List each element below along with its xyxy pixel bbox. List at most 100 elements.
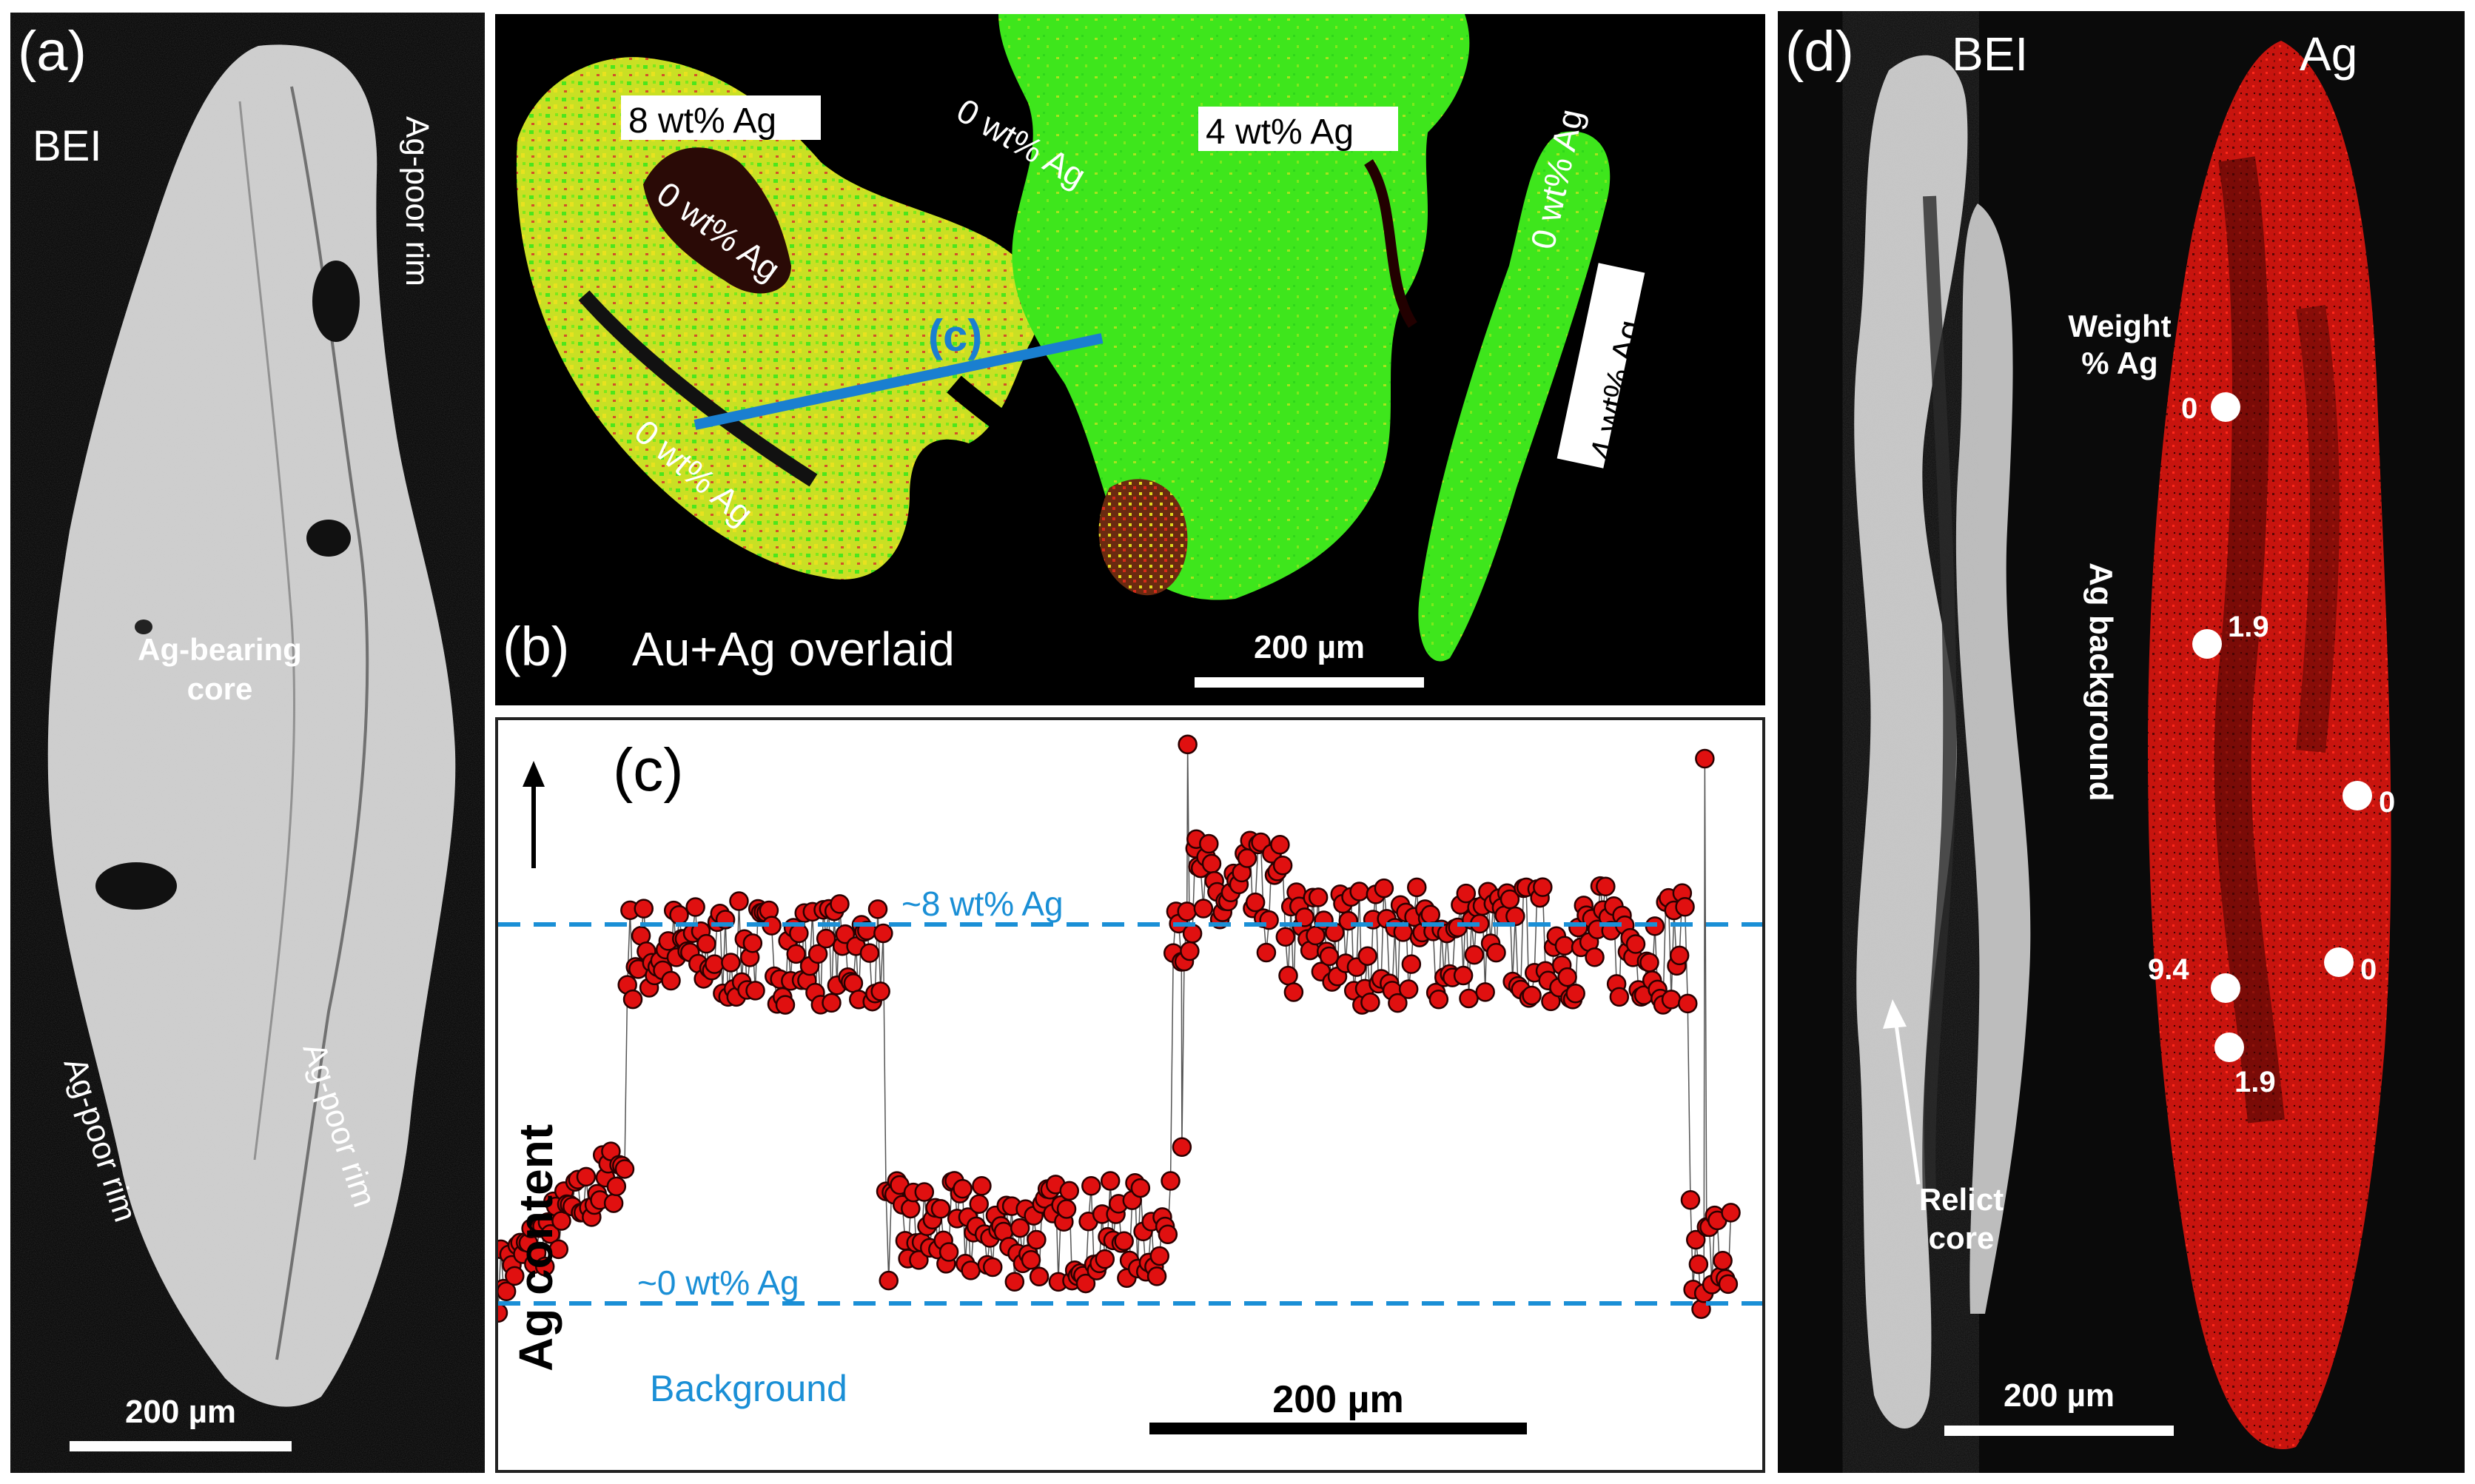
data-point	[1172, 1137, 1192, 1158]
data-point	[1256, 942, 1277, 963]
data-point	[786, 944, 806, 964]
data-point	[1201, 853, 1222, 874]
data-point	[685, 897, 705, 917]
reference-label-8wt: ~8 wt% Ag	[901, 884, 1064, 923]
data-point	[1245, 892, 1266, 913]
data-point	[729, 891, 749, 911]
data-point	[867, 899, 888, 919]
data-point	[1456, 883, 1477, 904]
data-point	[873, 923, 893, 944]
spot-s6: 1.9	[2214, 1033, 2276, 1098]
data-point	[830, 894, 850, 914]
grain-left-hole	[643, 147, 791, 294]
data-point	[1565, 983, 1585, 1004]
data-point	[634, 899, 654, 919]
data-point	[705, 954, 725, 974]
panel-b-letter: (b)	[503, 616, 569, 677]
data-point	[1294, 907, 1314, 927]
spot-s4: 9.4	[2148, 953, 2240, 1003]
data-point	[953, 1178, 973, 1199]
panel-a-bei-image: (a) BEI Ag-poor rim Ag-bearing core Ag-p…	[10, 13, 485, 1473]
data-point	[622, 989, 643, 1010]
label-rim-top: Ag-poor rim	[399, 116, 435, 286]
data-point	[1081, 1175, 1101, 1196]
data-point	[1021, 1249, 1041, 1270]
panel-b-caption: Au+Ag overlaid	[632, 622, 955, 676]
data-point	[1178, 734, 1198, 755]
data-point	[1625, 934, 1646, 954]
data-point	[1004, 1272, 1025, 1292]
label-8wt: 8 wt% Ag	[628, 101, 776, 141]
spot-value: 1.9	[2228, 611, 2269, 643]
data-point	[1661, 990, 1682, 1010]
data-point	[1557, 967, 1577, 987]
data-point	[540, 1223, 560, 1244]
data-point	[1278, 965, 1298, 986]
profile-line-label: (c)	[928, 311, 982, 360]
data-point	[961, 1260, 981, 1280]
label-4wt-top: 4 wt% Ag	[1206, 113, 1354, 152]
data-point	[1420, 904, 1440, 924]
spot-value: 1.9	[2234, 1066, 2276, 1098]
profile-line-c	[694, 333, 1104, 430]
panel-b-scale-label: 200 µm	[1254, 629, 1365, 665]
relict-label-line2: core	[1929, 1221, 1995, 1255]
spot-value: 0	[2360, 953, 2377, 986]
data-point	[1453, 965, 1474, 986]
data-point	[807, 944, 828, 964]
reference-label-0wt: ~0 wt% Ag	[637, 1263, 799, 1302]
panel-c-chart: (c) Ag content ~8 wt% Ag ~0 wt% Ag Backg…	[495, 717, 1765, 1473]
data-point	[721, 953, 741, 973]
relict-arrow-line	[1893, 1013, 1921, 1185]
data-point	[938, 1242, 959, 1262]
data-point	[1695, 748, 1715, 769]
data-point	[1596, 876, 1616, 896]
data-point	[1459, 988, 1479, 1009]
grain-top-4wt	[998, 14, 1470, 600]
data-point	[1585, 947, 1605, 967]
data-point	[1360, 992, 1380, 1013]
data-point	[969, 1194, 989, 1215]
data-point	[1464, 944, 1485, 965]
data-point	[1182, 923, 1203, 944]
spot-value: 9.4	[2148, 953, 2189, 986]
relict-arrow-head	[1883, 999, 1907, 1029]
data-point	[1357, 946, 1377, 966]
data-point	[1500, 889, 1520, 910]
data-point	[1374, 878, 1394, 899]
data-point	[1270, 835, 1290, 855]
data-point	[1059, 1181, 1079, 1201]
data-point	[1486, 942, 1506, 963]
panel-c-scale-label: 200 µm	[1272, 1378, 1403, 1421]
data-point	[1075, 1273, 1096, 1294]
chart-points	[498, 734, 1741, 1323]
data-point	[1283, 982, 1304, 1002]
data-point	[1056, 1199, 1077, 1219]
panel-d-mode-ag: Ag	[2300, 27, 2357, 81]
data-point	[1718, 1274, 1739, 1295]
data-point	[1180, 941, 1200, 961]
data-point	[606, 1176, 627, 1197]
data-point	[1428, 989, 1449, 1010]
panel-d-scale-label: 200 µm	[2004, 1377, 2115, 1414]
data-point	[1272, 855, 1293, 876]
label-core-line1: Ag-bearing	[138, 632, 302, 667]
data-point	[1027, 1229, 1047, 1250]
weight-label-line1: Weight	[2068, 309, 2171, 343]
data-point	[1158, 1224, 1178, 1244]
data-point	[742, 933, 763, 953]
y-axis-arrow	[523, 761, 545, 868]
panel-c-letter: (c)	[613, 736, 684, 804]
data-point	[1306, 925, 1326, 946]
data-point	[972, 1175, 992, 1196]
ag-background-label: Ag background	[2083, 563, 2119, 802]
chart-connecting-lines	[498, 744, 1732, 1313]
data-point	[1100, 1171, 1121, 1191]
data-point	[901, 1198, 921, 1219]
data-point	[1130, 1178, 1151, 1198]
data-point	[914, 1182, 935, 1202]
data-point	[498, 1281, 517, 1301]
spot-s1: 0	[2181, 392, 2240, 425]
grain-right-4wt	[1418, 131, 1611, 662]
panel-d-bei-ag-map: (d) BEI Ag Weight % Ag Ag background Rel…	[1778, 11, 2465, 1473]
